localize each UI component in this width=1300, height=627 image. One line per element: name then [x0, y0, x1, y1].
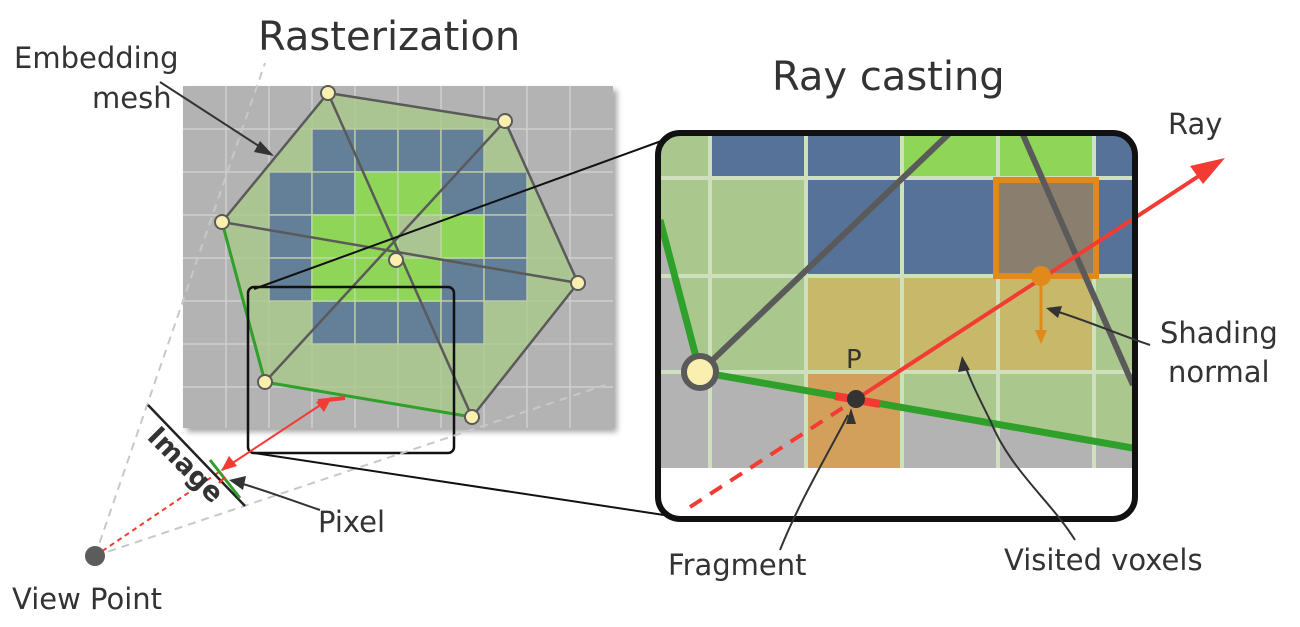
label-pixel: Pixel: [318, 505, 385, 539]
visited-arrowhead: [958, 356, 970, 372]
title-ray-casting: Ray casting: [772, 54, 1005, 100]
fragment-point: [847, 390, 865, 408]
primary-ray-dashed: [94, 467, 226, 557]
label-p: P: [846, 345, 862, 375]
pointers-right: [779, 309, 1151, 551]
pixel-arrowhead: [229, 476, 246, 490]
label-image: Image: [141, 421, 229, 509]
zoom-connectors: [253, 139, 665, 516]
zoom-ray-dashed: [688, 396, 860, 509]
zoom-ray: [856, 217, 1133, 400]
label-visited-voxels: Visited voxels: [1004, 543, 1203, 577]
fragment-mark-left: [317, 396, 346, 403]
image-plane: [147, 404, 246, 507]
zoom-frame: [655, 130, 1138, 522]
pixel-segment: [208, 459, 242, 499]
label-normal: normal: [1168, 355, 1270, 389]
label-shading: Shading: [1160, 316, 1278, 350]
shading-arrowhead: [1046, 306, 1062, 318]
label-fragment: Fragment: [668, 548, 807, 582]
rasterization-panel: [183, 85, 613, 455]
zoom-green-cells: [904, 135, 1092, 176]
view-point-dot: [85, 546, 105, 566]
mesh-vertices: [214, 85, 586, 425]
raycasting-panel: [655, 130, 1225, 522]
zoom-vertex: [681, 353, 719, 391]
zoom-region: [246, 285, 456, 455]
view-frustum: [85, 62, 606, 566]
label-ray: Ray: [1168, 107, 1222, 141]
ray-arrowhead: [1190, 158, 1225, 184]
pointers-left: [159, 81, 321, 511]
label-view-point: View Point: [12, 582, 162, 616]
fragment-arrowhead: [846, 408, 856, 424]
primary-ray: [224, 399, 329, 469]
title-rasterization: Rasterization: [258, 14, 520, 60]
embedding-arrowhead: [254, 141, 274, 156]
label-mesh: mesh: [92, 81, 172, 115]
visited-voxels: [808, 278, 1092, 370]
label-embedding: Embedding: [14, 41, 178, 75]
